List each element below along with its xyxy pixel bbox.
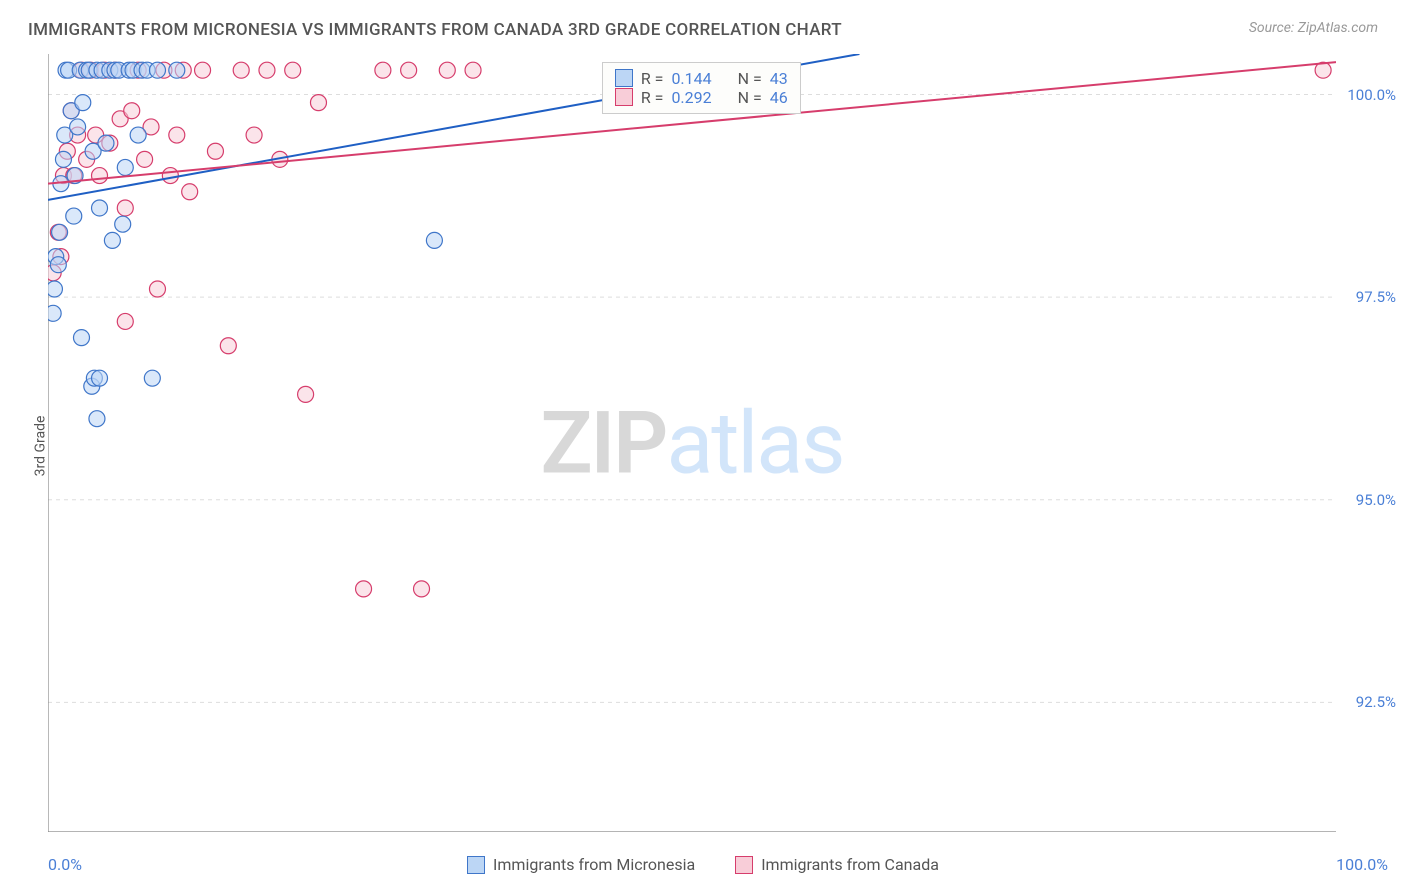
data-point bbox=[130, 127, 146, 143]
r-value: 0.144 bbox=[671, 69, 711, 88]
legend-item: Immigrants from Micronesia bbox=[467, 855, 695, 874]
data-point bbox=[169, 127, 185, 143]
data-point bbox=[439, 62, 455, 78]
data-point bbox=[92, 200, 108, 216]
legend: Immigrants from Micronesia Immigrants fro… bbox=[0, 855, 1406, 874]
data-point bbox=[149, 62, 165, 78]
y-tick-label: 92.5% bbox=[1356, 693, 1396, 711]
data-point bbox=[182, 184, 198, 200]
data-point bbox=[89, 411, 105, 427]
data-point bbox=[233, 62, 249, 78]
data-point bbox=[117, 159, 133, 175]
data-point bbox=[66, 208, 82, 224]
data-point bbox=[52, 224, 68, 240]
data-point bbox=[75, 95, 91, 111]
data-point bbox=[207, 143, 223, 159]
n-label: N = bbox=[738, 88, 762, 107]
data-point bbox=[73, 330, 89, 346]
y-tick-label: 97.5% bbox=[1356, 288, 1396, 306]
stats-row: R = 0.144 N = 43 bbox=[615, 69, 788, 88]
scatter-plot bbox=[48, 54, 1336, 832]
r-label: R = bbox=[641, 88, 664, 107]
data-point bbox=[104, 232, 120, 248]
data-point bbox=[124, 103, 140, 119]
r-value: 0.292 bbox=[671, 88, 711, 107]
data-point bbox=[414, 581, 430, 597]
data-point bbox=[48, 305, 61, 321]
source-attribution: Source: ZipAtlas.com bbox=[1249, 20, 1378, 36]
data-point bbox=[169, 62, 185, 78]
series-swatch bbox=[615, 88, 633, 106]
n-value: 43 bbox=[770, 69, 788, 88]
data-point bbox=[92, 370, 108, 386]
data-point bbox=[98, 135, 114, 151]
data-point bbox=[48, 281, 62, 297]
series-swatch bbox=[615, 69, 633, 87]
chart-area: ZIPatlas 92.5%95.0%97.5%100.0% R =0.144N… bbox=[48, 54, 1336, 832]
data-point bbox=[259, 62, 275, 78]
legend-swatch bbox=[467, 856, 485, 874]
data-point bbox=[465, 62, 481, 78]
data-point bbox=[55, 151, 71, 167]
y-tick-label: 100.0% bbox=[1347, 86, 1396, 104]
data-point bbox=[144, 370, 160, 386]
legend-label: Immigrants from Canada bbox=[761, 855, 939, 874]
data-point bbox=[356, 581, 372, 597]
data-point bbox=[149, 281, 165, 297]
data-point bbox=[195, 62, 211, 78]
data-point bbox=[220, 338, 236, 354]
n-value: 46 bbox=[770, 88, 788, 107]
data-point bbox=[137, 151, 153, 167]
y-tick-label: 95.0% bbox=[1356, 491, 1396, 509]
n-label: N = bbox=[738, 69, 762, 88]
legend-label: Immigrants from Micronesia bbox=[493, 855, 695, 874]
legend-item: Immigrants from Canada bbox=[735, 855, 939, 874]
legend-swatch bbox=[735, 856, 753, 874]
data-point bbox=[298, 386, 314, 402]
data-point bbox=[50, 257, 66, 273]
data-point bbox=[310, 95, 326, 111]
data-point bbox=[115, 216, 131, 232]
data-point bbox=[401, 62, 417, 78]
y-axis-label: 3rd Grade bbox=[32, 416, 48, 477]
data-point bbox=[162, 168, 178, 184]
chart-title: IMMIGRANTS FROM MICRONESIA VS IMMIGRANTS… bbox=[28, 20, 842, 40]
data-point bbox=[285, 62, 301, 78]
data-point bbox=[375, 62, 391, 78]
data-point bbox=[426, 232, 442, 248]
data-point bbox=[92, 168, 108, 184]
data-point bbox=[70, 119, 86, 135]
stats-row: R = 0.292 N = 46 bbox=[615, 88, 788, 107]
data-point bbox=[117, 313, 133, 329]
r-label: R = bbox=[641, 69, 664, 88]
data-point bbox=[117, 200, 133, 216]
data-point bbox=[246, 127, 262, 143]
correlation-stats-box: R = 0.144 N = 43 R = 0.292 N = 46 bbox=[602, 62, 801, 114]
